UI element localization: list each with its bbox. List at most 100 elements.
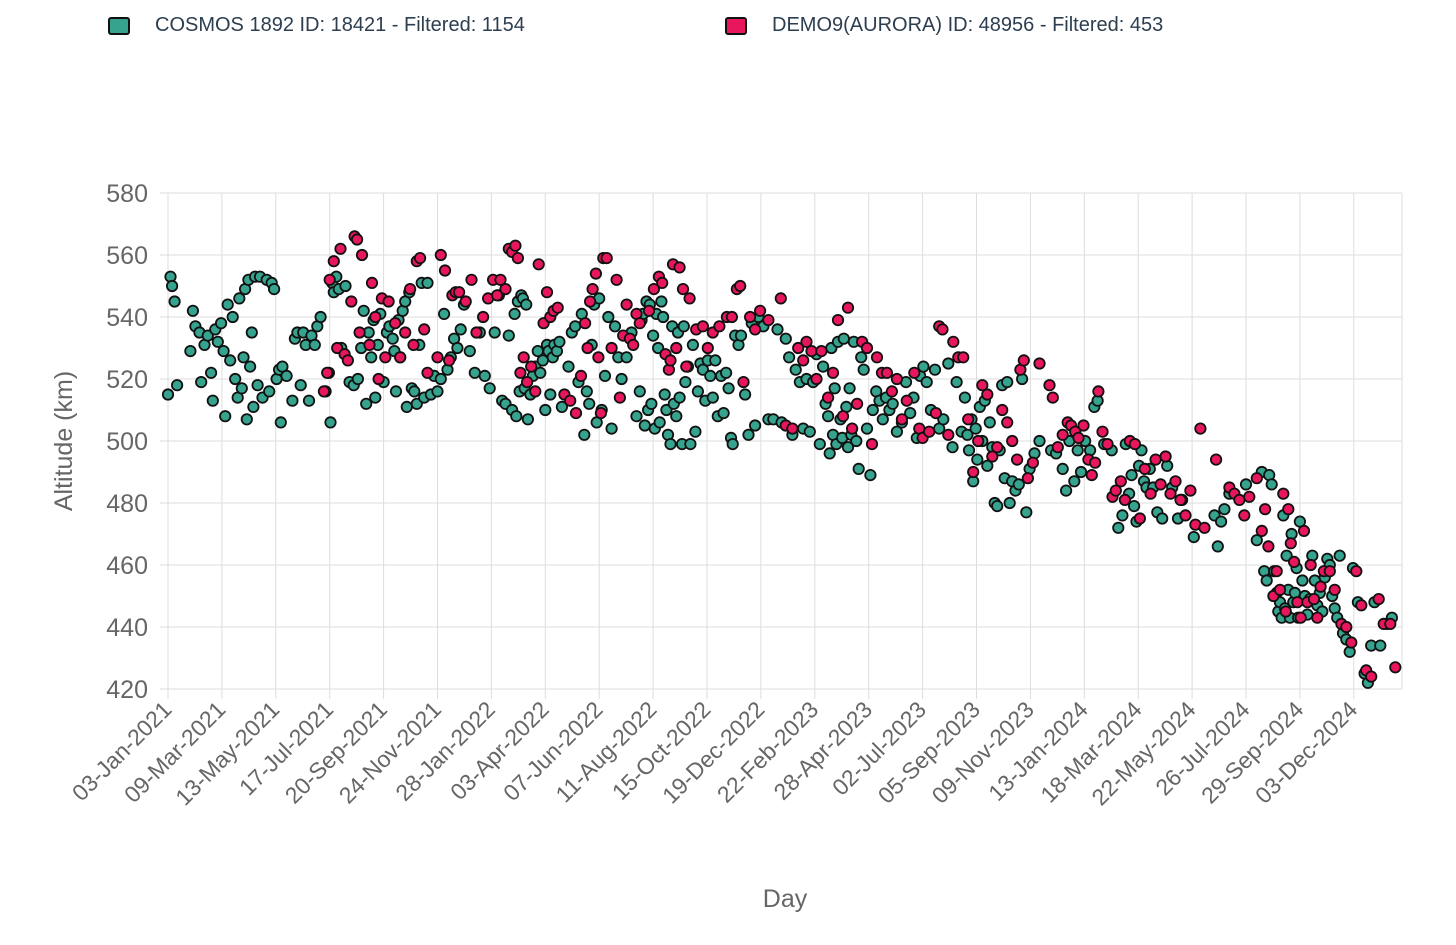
data-point [1164, 487, 1177, 500]
data-point [630, 410, 643, 423]
data-point [917, 360, 930, 373]
series-cosmos [161, 270, 1399, 689]
data-point [864, 468, 877, 482]
data-point [508, 307, 521, 320]
data-point [1250, 534, 1263, 547]
data-point [1089, 456, 1102, 469]
data-point [478, 369, 491, 382]
data-point [168, 295, 181, 308]
data-point [431, 385, 444, 398]
data-point [726, 437, 739, 451]
data-point [748, 323, 762, 336]
grid [160, 192, 1403, 699]
data-point [1345, 636, 1358, 649]
data-point [936, 323, 949, 336]
data-point [365, 351, 378, 364]
data-point [334, 242, 347, 255]
data-point [1021, 472, 1035, 485]
data-point [664, 354, 677, 367]
data-point [529, 385, 542, 398]
data-point [1026, 456, 1040, 469]
data-point [1017, 354, 1030, 367]
data-point [828, 382, 841, 395]
data-point [1043, 379, 1056, 392]
legend-item-demo9[interactable]: DEMO9(AURORA) ID: 48956 - Filtered: 453 [725, 14, 1163, 37]
data-point [709, 354, 722, 367]
data-point [638, 419, 651, 432]
data-point [962, 444, 976, 457]
legend-swatch-cosmos [108, 16, 130, 35]
data-point [294, 379, 307, 392]
y-tick-label: 540 [106, 304, 148, 332]
data-point [1051, 441, 1064, 454]
data-point [1239, 478, 1253, 491]
data-point [350, 233, 364, 246]
data-point [1262, 540, 1275, 553]
data-point [823, 447, 836, 460]
data-point [1304, 558, 1317, 572]
data-point [620, 298, 633, 311]
data-point [841, 301, 855, 314]
data-point [646, 329, 660, 342]
data-point [615, 372, 628, 386]
data-point [815, 344, 828, 358]
data-point [942, 428, 955, 441]
data-point [704, 369, 717, 382]
data-point [836, 410, 850, 423]
data-point [245, 326, 258, 339]
legend: COSMOS 1892 ID: 18421 - Filtered: 1154 D… [108, 14, 1408, 48]
data-point [1033, 434, 1046, 448]
data-point [600, 252, 613, 265]
data-point [1068, 475, 1081, 488]
data-point [1365, 670, 1378, 683]
data-point [483, 382, 496, 395]
data-point [1138, 462, 1151, 475]
data-point [369, 310, 382, 324]
data-point [551, 301, 564, 314]
data-point [1077, 419, 1090, 432]
data-point [286, 394, 299, 407]
data-point [719, 366, 733, 379]
data-point [923, 425, 936, 438]
data-point [463, 344, 476, 358]
data-point [389, 317, 402, 330]
data-point [247, 400, 260, 413]
data-point [656, 310, 670, 324]
data-point [494, 273, 507, 286]
data-point [1159, 450, 1172, 463]
data-point [345, 295, 358, 308]
data-point [866, 403, 879, 417]
legend-item-cosmos[interactable]: COSMOS 1892 ID: 18421 - Filtered: 1154 [108, 14, 525, 37]
data-point [1174, 493, 1187, 506]
data-point [525, 360, 538, 373]
data-point [408, 385, 421, 398]
data-point [510, 410, 523, 423]
data-point [797, 354, 810, 367]
data-point [1074, 465, 1088, 479]
data-point [1372, 592, 1385, 606]
data-point [184, 344, 197, 358]
data-point [800, 335, 813, 348]
data-point [805, 344, 818, 358]
data-point [691, 385, 705, 398]
data-point [509, 239, 522, 252]
data-point [895, 413, 909, 426]
data-point [946, 441, 959, 454]
data-point [1355, 599, 1368, 612]
data-point [1311, 611, 1324, 624]
data-point [407, 338, 420, 351]
data-point [1194, 422, 1207, 435]
data-point [229, 372, 242, 386]
data-point [664, 437, 677, 451]
data-point [1125, 468, 1138, 482]
data-point [581, 341, 594, 355]
data-point [502, 329, 515, 342]
x-axis-title: Day [763, 885, 808, 913]
data-point [996, 403, 1009, 417]
data-point [860, 422, 874, 435]
data-point [206, 394, 219, 407]
data-point [722, 382, 735, 395]
data-point [1210, 453, 1223, 466]
data-point [263, 385, 276, 398]
